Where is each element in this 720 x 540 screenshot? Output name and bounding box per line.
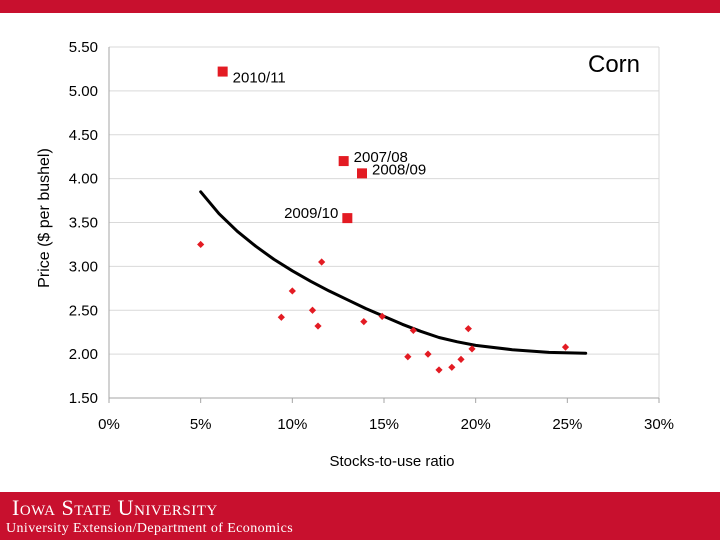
data-point-square [217,66,228,77]
data-point-diamond [277,313,285,321]
x-axis-title: Stocks-to-use ratio [329,453,454,470]
data-point-diamond [457,355,465,363]
y-tick-label: 5.50 [69,39,98,56]
top-accent-bar [0,0,720,13]
data-point-diamond [378,312,386,320]
y-tick-label: 5.00 [69,83,98,100]
x-tick-label: 20% [461,416,491,433]
data-label: 2009/10 [284,205,338,222]
y-tick-label: 4.50 [69,127,98,144]
data-points [197,66,570,374]
university-wordmark: Iowa State University [12,495,218,520]
data-point-diamond [197,240,205,249]
corn-price-scatter-chart: 1.50 2.00 2.50 3.00 3.50 4.00 4.50 5.00 5.50 0% 5%… [36,39,674,470]
data-point-diamond [318,258,326,266]
department-name: University Extension/Department of Econo… [6,521,294,536]
data-point-square [338,156,349,167]
data-point-square [342,213,353,224]
y-tick-label: 1.50 [69,390,98,407]
data-point-diamond [314,322,322,330]
data-point-diamond [448,363,456,371]
data-point-diamond [308,306,317,314]
data-point-diamond [424,350,432,358]
y-tick-label: 2.00 [69,346,98,363]
data-point-diamond [468,345,476,353]
data-point-diamond [404,353,412,361]
data-point-diamond [409,326,417,335]
data-point-diamond [360,318,368,326]
y-tick-label: 4.00 [69,171,98,188]
data-label: 2007/08 [354,149,408,166]
data-point-diamond [288,287,296,295]
y-tick-label: 2.50 [69,302,98,319]
y-tick-label: 3.50 [69,215,98,232]
x-tick-label: 0% [98,416,120,433]
data-point-diamond [464,325,472,333]
chart-corner-label: Corn [588,51,640,78]
data-point-diamond [561,343,570,351]
y-axis-title: Price ($ per bushel) [36,148,53,288]
axes: 1.50 2.00 2.50 3.00 3.50 4.00 4.50 5.00 5.50 0% 5%… [69,39,674,433]
trend-line [199,190,588,355]
x-tick-label: 5% [190,416,212,433]
x-tick-label: 25% [552,416,582,433]
data-point-square [357,168,367,179]
grid [109,46,660,399]
data-point-diamond [435,366,443,374]
x-tick-label: 15% [369,416,399,433]
footer-bar: Iowa State University University Extensi… [0,492,720,540]
x-tick-label: 10% [277,416,307,433]
y-tick-label: 3.00 [69,258,98,275]
data-label: 2008/09 [372,161,426,178]
trend-line-group [199,190,588,355]
x-tick-label: 30% [644,416,674,433]
data-label: 2010/11 [233,70,286,87]
